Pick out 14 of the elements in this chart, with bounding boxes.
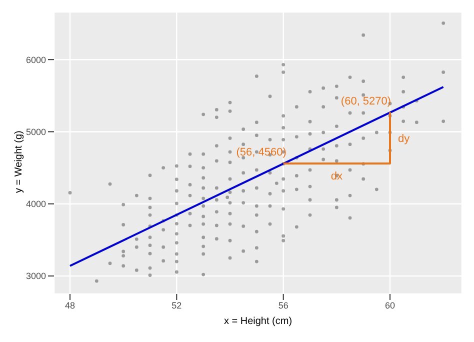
x-axis-title: x = Height (cm) — [224, 316, 292, 327]
annotation: (56, 4560) — [236, 146, 286, 158]
y-tick-label: 5000 — [26, 126, 46, 137]
y-tick-label: 4000 — [26, 199, 46, 210]
x-tick-label: 60 — [384, 300, 396, 310]
x-tick-label: 56 — [278, 300, 288, 310]
annotation: (60, 5270) — [340, 95, 392, 108]
y-tick-label: 6000 — [26, 54, 46, 65]
y-axis-title: y = Weight (g) — [14, 130, 25, 193]
annotation: dy — [398, 132, 410, 145]
x-tick-label: 52 — [172, 300, 182, 310]
annotation: dx — [330, 170, 343, 182]
y-tick-label: 3000 — [26, 271, 46, 282]
x-tick-label: 48 — [64, 300, 76, 310]
